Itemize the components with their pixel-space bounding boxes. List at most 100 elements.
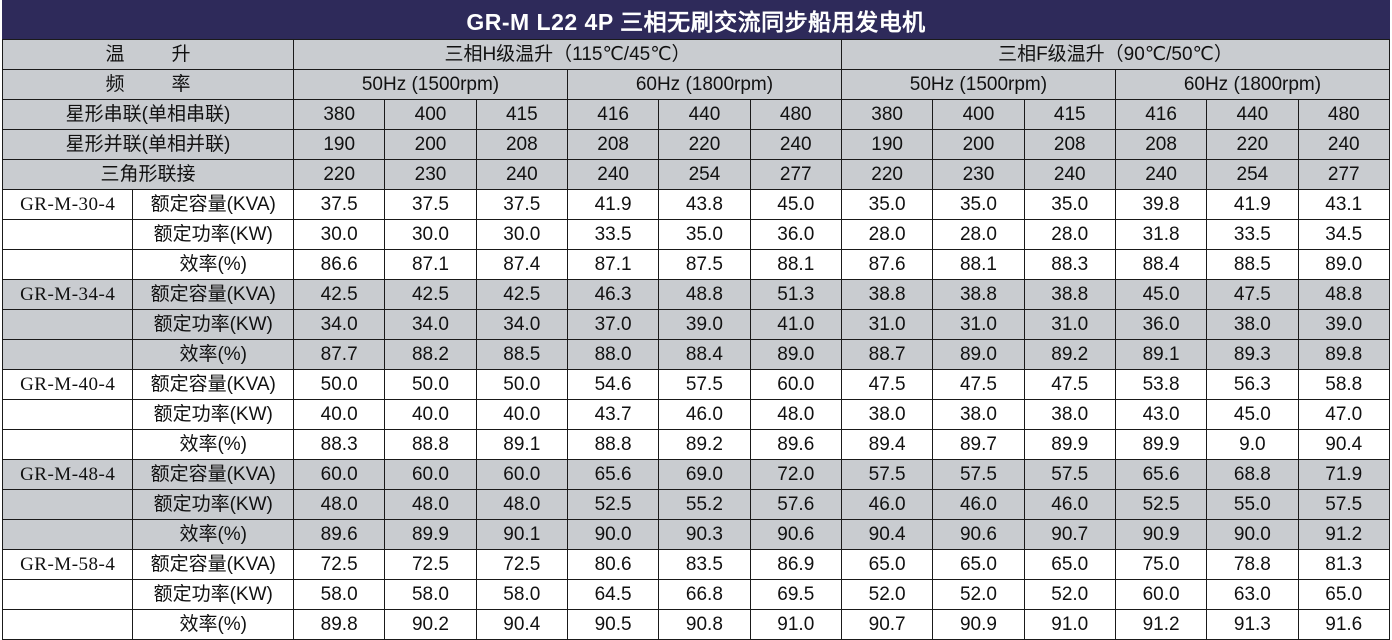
data-cell: 43.0 xyxy=(1114,399,1208,430)
data-cell: 52.0 xyxy=(1023,579,1116,610)
data-cell: 58.0 xyxy=(475,579,568,610)
voltage-cell: 208 xyxy=(475,129,568,160)
data-cell: 72.0 xyxy=(749,459,842,490)
data-cell: 65.0 xyxy=(932,549,1025,580)
data-cell: 90.1 xyxy=(475,519,568,550)
model-code: GR-M-34-4 xyxy=(1,279,134,310)
voltage-cell: 380 xyxy=(293,99,386,130)
data-cell: 46.0 xyxy=(1023,489,1116,520)
data-cell: 87.5 xyxy=(658,249,751,280)
data-cell: 45.0 xyxy=(1206,399,1299,430)
voltage-cell: 220 xyxy=(840,159,934,190)
data-cell: 89.4 xyxy=(840,429,934,460)
data-cell: 90.4 xyxy=(1297,429,1391,460)
data-cell: 56.3 xyxy=(1206,369,1299,400)
data-cell: 34.0 xyxy=(384,309,477,340)
data-cell: 89.0 xyxy=(1297,249,1391,280)
voltage-cell: 240 xyxy=(1023,159,1116,190)
model-code: GR-M-48-4 xyxy=(1,459,134,490)
temp-rise-group-f: 三相F级温升（90℃/50℃） xyxy=(840,39,1391,70)
data-cell: 65.6 xyxy=(566,459,660,490)
data-cell: 88.8 xyxy=(384,429,477,460)
data-cell: 47.5 xyxy=(1206,279,1299,310)
data-cell: 46.0 xyxy=(932,489,1025,520)
data-cell: 37.0 xyxy=(566,309,660,340)
data-cell: 34.5 xyxy=(1297,219,1391,250)
table-body: 温 升 三相H级温升（115℃/45℃） 三相F级温升（90℃/50℃） 频 率… xyxy=(1,39,1391,640)
data-cell: 90.0 xyxy=(1206,519,1299,550)
voltage-cell: 415 xyxy=(1023,99,1116,130)
voltage-cell: 200 xyxy=(384,129,477,160)
data-cell: 38.0 xyxy=(840,399,934,430)
data-cell: 89.1 xyxy=(1114,339,1208,370)
data-cell: 89.9 xyxy=(384,519,477,550)
data-cell: 87.6 xyxy=(840,249,934,280)
voltage-cell: 208 xyxy=(566,129,660,160)
data-cell: 48.0 xyxy=(293,489,386,520)
voltage-cell: 400 xyxy=(932,99,1025,130)
header-row-temp-rise: 温 升 三相H级温升（115℃/45℃） 三相F级温升（90℃/50℃） xyxy=(1,39,1391,70)
parameter-label: 额定容量(KVA) xyxy=(132,279,295,310)
voltage-cell: 400 xyxy=(384,99,477,130)
data-cell: 57.6 xyxy=(749,489,842,520)
table-row: 效率(%) 86.6 87.1 87.4 87.1 87.5 88.1 87.6 88.1 88.… xyxy=(1,249,1391,280)
parameter-label: 额定功率(KW) xyxy=(132,219,295,250)
data-cell: 91.0 xyxy=(1023,609,1116,640)
data-cell: 38.0 xyxy=(1206,309,1299,340)
data-cell: 46.0 xyxy=(658,399,751,430)
model-code: GR-M-30-4 xyxy=(1,189,134,220)
table-row: 效率(%) 89.8 90.2 90.4 90.5 90.8 91.0 90.7 90.9 91.… xyxy=(1,609,1391,640)
model-code-continuation xyxy=(1,249,134,280)
data-cell: 69.5 xyxy=(749,579,842,610)
data-cell: 65.0 xyxy=(1023,549,1116,580)
data-cell: 88.4 xyxy=(658,339,751,370)
data-cell: 43.8 xyxy=(658,189,751,220)
model-code-continuation xyxy=(1,309,134,340)
data-cell: 72.5 xyxy=(384,549,477,580)
parameter-label: 额定容量(KVA) xyxy=(132,189,295,220)
data-cell: 38.8 xyxy=(1023,279,1116,310)
data-cell: 58.8 xyxy=(1297,369,1391,400)
data-cell: 91.0 xyxy=(749,609,842,640)
voltage-cell: 240 xyxy=(566,159,660,190)
data-cell: 40.0 xyxy=(384,399,477,430)
voltage-cell: 208 xyxy=(1114,129,1208,160)
voltage-cell: 415 xyxy=(475,99,568,130)
data-cell: 88.1 xyxy=(749,249,842,280)
voltage-cell: 240 xyxy=(749,129,842,160)
data-cell: 87.4 xyxy=(475,249,568,280)
data-cell: 89.9 xyxy=(1023,429,1116,460)
voltage-cell: 480 xyxy=(1297,99,1391,130)
data-cell: 81.3 xyxy=(1297,549,1391,580)
data-cell: 87.1 xyxy=(566,249,660,280)
voltage-row-label: 星形并联(单相并联) xyxy=(1,129,295,160)
data-cell: 34.0 xyxy=(293,309,386,340)
model-code-continuation xyxy=(1,579,134,610)
data-cell: 52.0 xyxy=(840,579,934,610)
data-cell: 38.0 xyxy=(1023,399,1116,430)
frequency-h-60hz: 60Hz (1800rpm) xyxy=(566,69,842,100)
data-cell: 66.8 xyxy=(658,579,751,610)
model-code-continuation xyxy=(1,489,134,520)
data-cell: 36.0 xyxy=(749,219,842,250)
data-cell: 89.2 xyxy=(1023,339,1116,370)
voltage-cell: 440 xyxy=(1206,99,1299,130)
data-cell: 46.3 xyxy=(566,279,660,310)
table-row: GR-M-34-4 额定容量(KVA) 42.5 42.5 42.5 46.3 48.8 51… xyxy=(1,279,1391,310)
voltage-cell: 230 xyxy=(932,159,1025,190)
data-cell: 63.0 xyxy=(1206,579,1299,610)
data-cell: 57.5 xyxy=(1023,459,1116,490)
table-row: 额定功率(KW) 48.0 48.0 48.0 52.5 55.2 57.6 46.0 46.0… xyxy=(1,489,1391,520)
data-cell: 91.2 xyxy=(1297,519,1391,550)
data-cell: 57.5 xyxy=(658,369,751,400)
data-cell: 42.5 xyxy=(384,279,477,310)
data-cell: 37.5 xyxy=(384,189,477,220)
model-code-continuation xyxy=(1,429,134,460)
data-cell: 31.0 xyxy=(1023,309,1116,340)
data-cell: 36.0 xyxy=(1114,309,1208,340)
data-cell: 31.0 xyxy=(932,309,1025,340)
data-cell: 91.3 xyxy=(1206,609,1299,640)
parameter-label: 效率(%) xyxy=(132,339,295,370)
voltage-cell: 480 xyxy=(749,99,842,130)
parameter-label: 效率(%) xyxy=(132,249,295,280)
